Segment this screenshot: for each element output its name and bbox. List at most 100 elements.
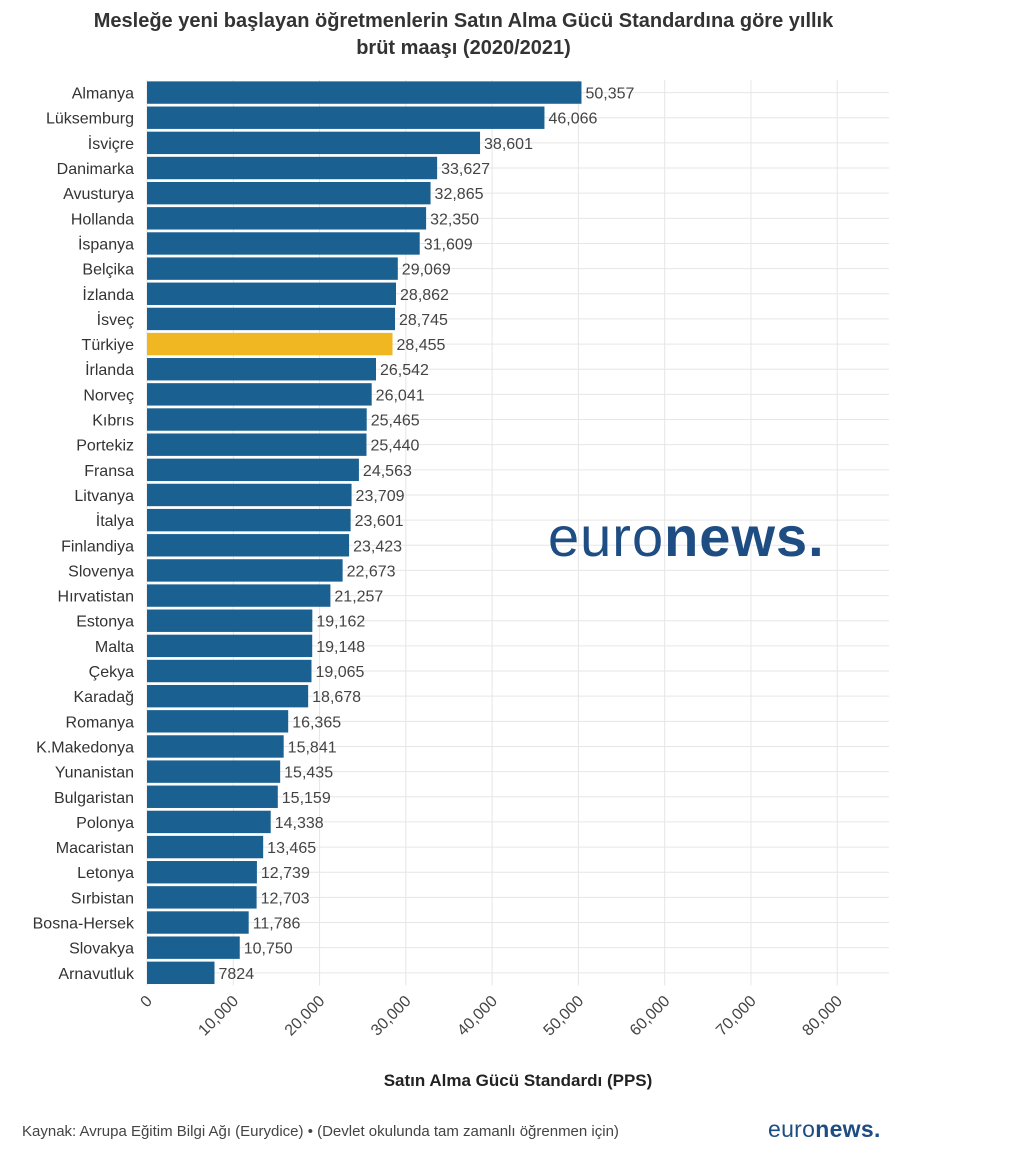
category-label: İrlanda xyxy=(85,360,134,379)
value-label: 16,365 xyxy=(292,714,341,731)
value-label: 19,148 xyxy=(316,639,365,656)
bar xyxy=(147,156,438,180)
category-label: Malta xyxy=(95,639,134,656)
value-label: 12,703 xyxy=(261,890,310,907)
bar xyxy=(147,408,367,431)
value-label: 38,601 xyxy=(484,136,533,153)
category-label: Belçika xyxy=(82,262,134,279)
bar-chart: Almanya Lüksemburg İsviçre Danimarka Avustur… xyxy=(33,80,889,1090)
value-label: 24,563 xyxy=(363,463,412,480)
x-tick-label: 10,000 xyxy=(195,993,242,1040)
category-label: Danimarka xyxy=(57,161,134,178)
category-label: Lüksemburg xyxy=(46,111,134,128)
category-label: Arnavutluk xyxy=(58,966,135,983)
bar xyxy=(147,911,249,934)
bar xyxy=(147,785,278,808)
category-label: Fransa xyxy=(84,463,134,480)
bar xyxy=(147,332,393,356)
x-tick-label: 60,000 xyxy=(627,993,674,1040)
value-label: 15,841 xyxy=(288,739,337,756)
value-label: 26,542 xyxy=(380,362,429,379)
value-label: 15,435 xyxy=(284,765,333,782)
bar xyxy=(147,936,240,959)
value-labels: 50,357 46,066 38,601 33,627 32,865 32,350 31,6… xyxy=(219,86,635,983)
value-label: 11,786 xyxy=(253,916,301,933)
bar xyxy=(147,358,377,381)
bar xyxy=(147,810,271,834)
category-label: Yunanistan xyxy=(55,765,134,782)
bar xyxy=(147,232,420,255)
category-label: Slovenya xyxy=(68,563,134,580)
bar xyxy=(147,760,281,783)
bar xyxy=(147,710,289,733)
value-label: 23,709 xyxy=(356,488,405,505)
bar xyxy=(147,207,427,230)
bar xyxy=(147,383,372,406)
euronews-logo[interactable]: euronews. xyxy=(768,1116,881,1143)
bar xyxy=(147,483,352,507)
bar xyxy=(147,181,431,205)
value-label: 32,350 xyxy=(430,211,479,228)
bar xyxy=(147,886,257,909)
bar xyxy=(147,534,350,557)
category-label: Çekya xyxy=(89,664,134,681)
bar xyxy=(147,307,396,331)
value-label: 23,423 xyxy=(353,538,402,555)
bar xyxy=(147,257,398,280)
source-note: Kaynak: Avrupa Eğitim Bilgi Ağı (Eurydic… xyxy=(22,1123,619,1140)
bar xyxy=(147,609,313,632)
value-label: 28,455 xyxy=(397,337,446,354)
category-label: Türkiye xyxy=(82,337,135,354)
bars xyxy=(147,81,582,985)
category-label: Almanya xyxy=(72,86,134,103)
logo-light: euro xyxy=(768,1116,816,1142)
bar xyxy=(147,508,351,532)
x-tick-label: 20,000 xyxy=(282,993,329,1040)
value-label: 50,357 xyxy=(585,86,634,103)
category-labels: Almanya Lüksemburg İsviçre Danimarka Avustur… xyxy=(33,86,135,983)
category-label: Hırvatistan xyxy=(58,589,134,606)
value-label: 28,745 xyxy=(399,312,448,329)
value-label: 15,159 xyxy=(282,790,331,807)
watermark-light: euro xyxy=(548,505,664,568)
x-tick-label: 30,000 xyxy=(368,993,415,1040)
value-label: 21,257 xyxy=(334,589,383,606)
x-tick-label: 0 xyxy=(138,993,156,1011)
bar xyxy=(147,106,545,129)
value-label: 19,065 xyxy=(315,664,364,681)
bar xyxy=(147,634,313,658)
category-label: Sırbistan xyxy=(71,890,134,907)
euronews-watermark: euronews. xyxy=(548,505,825,568)
category-label: Finlandiya xyxy=(61,538,134,555)
category-label: Bosna-Hersek xyxy=(33,916,135,933)
category-label: İtalya xyxy=(96,511,134,530)
category-label: İsviçre xyxy=(88,134,134,153)
value-label: 23,601 xyxy=(355,513,404,530)
value-label: 14,338 xyxy=(275,815,324,832)
value-label: 7824 xyxy=(219,966,255,983)
bar xyxy=(147,584,331,607)
category-label: Romanya xyxy=(66,714,135,731)
value-label: 28,862 xyxy=(400,287,449,304)
value-label: 29,069 xyxy=(402,262,451,279)
bar xyxy=(147,835,264,859)
bar xyxy=(147,81,582,104)
category-label: İspanya xyxy=(78,234,134,253)
bar xyxy=(147,458,359,482)
bar xyxy=(147,961,215,985)
bar xyxy=(147,282,397,305)
category-label: Litvanya xyxy=(74,488,134,505)
value-label: 25,465 xyxy=(371,413,420,430)
value-label: 32,865 xyxy=(435,186,484,203)
value-label: 31,609 xyxy=(424,236,473,253)
bar xyxy=(147,861,257,884)
category-label: K.Makedonya xyxy=(36,739,134,756)
watermark-bold: news xyxy=(664,505,808,568)
watermark-dot: . xyxy=(808,505,825,568)
chart-title-line-1: Mesleğe yeni başlayan öğretmenlerin Satı… xyxy=(93,10,834,32)
value-label: 12,739 xyxy=(261,865,310,882)
category-label: Macaristan xyxy=(56,840,134,857)
bar xyxy=(147,735,284,758)
category-label: Hollanda xyxy=(71,211,134,228)
svg-text:euronews.: euronews. xyxy=(548,505,825,568)
